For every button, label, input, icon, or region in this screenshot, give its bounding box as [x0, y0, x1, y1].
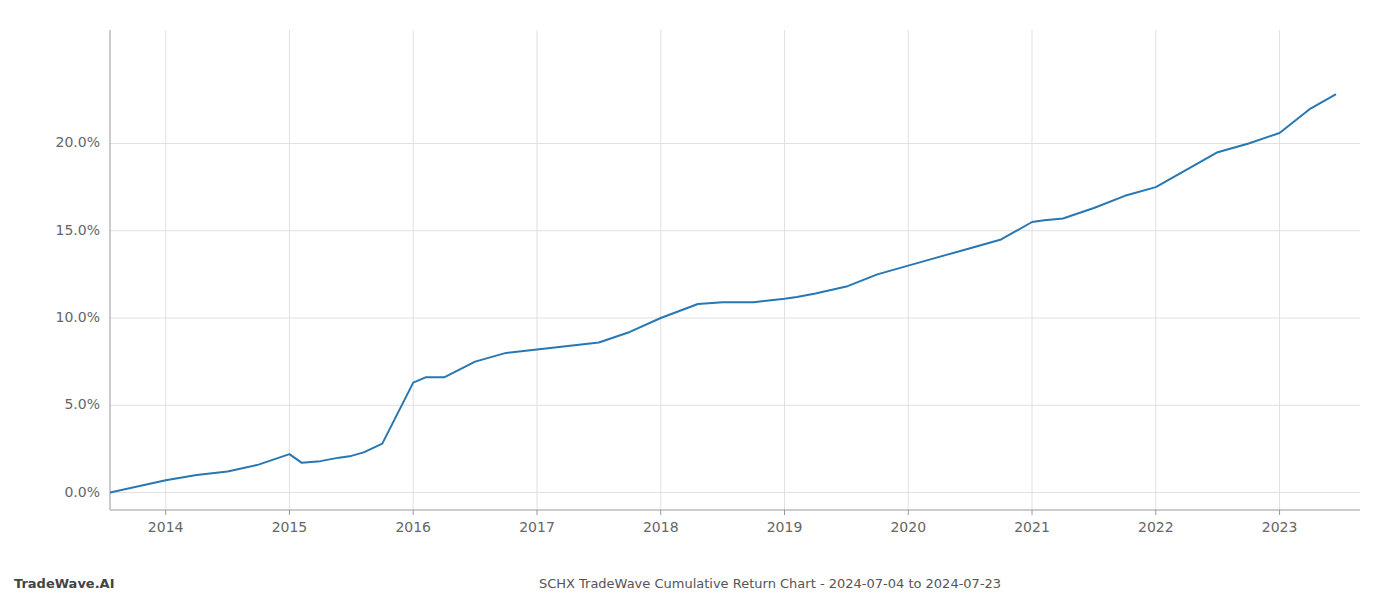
x-grid-line: [660, 30, 661, 510]
x-tick-label: 2016: [395, 519, 431, 535]
x-tick-label: 2015: [272, 519, 308, 535]
x-grid-line: [908, 30, 909, 510]
x-tick-label: 2020: [890, 519, 926, 535]
y-tick-label: 15.0%: [56, 222, 100, 238]
x-grid-line: [1279, 30, 1280, 510]
y-grid-line: [110, 230, 1360, 231]
x-tick: [1279, 510, 1280, 515]
x-tick-label: 2018: [643, 519, 679, 535]
x-tick: [413, 510, 414, 515]
x-tick: [1155, 510, 1156, 515]
y-grid-line: [110, 492, 1360, 493]
y-grid-line: [110, 318, 1360, 319]
x-tick-label: 2019: [767, 519, 803, 535]
x-tick: [289, 510, 290, 515]
x-tick: [908, 510, 909, 515]
y-grid-line: [110, 143, 1360, 144]
y-tick-label: 10.0%: [56, 309, 100, 325]
y-grid-line: [110, 405, 1360, 406]
line: [110, 95, 1335, 493]
x-tick-label: 2021: [1014, 519, 1050, 535]
chart: 0.0% 5.0% 10.0% 15.0% 20.0% 2014 2015 2016 2017 2…: [0, 0, 1400, 600]
y-tick-label: 0.0%: [64, 484, 100, 500]
y-axis-line: [110, 30, 111, 510]
y-tick-label: 5.0%: [64, 396, 100, 412]
watermark: TradeWave.AI: [14, 576, 115, 591]
y-tick-label: 20.0%: [56, 134, 100, 150]
x-grid-line: [1032, 30, 1033, 510]
grid: [110, 30, 1360, 510]
plot-area: [110, 95, 1335, 493]
x-tick: [165, 510, 166, 515]
x-tick-label: 2023: [1262, 519, 1298, 535]
x-tick-label: 2017: [519, 519, 555, 535]
x-grid-line: [784, 30, 785, 510]
x-tick: [1032, 510, 1033, 515]
x-grid-line: [1155, 30, 1156, 510]
x-grid-line: [536, 30, 537, 510]
x-tick: [660, 510, 661, 515]
x-tick-label: 2022: [1138, 519, 1174, 535]
axes: 0.0% 5.0% 10.0% 15.0% 20.0% 2014 2015 2016 2017 2…: [56, 30, 1360, 535]
x-grid-line: [289, 30, 290, 510]
x-grid-line: [413, 30, 414, 510]
x-grid-line: [165, 30, 166, 510]
title: SCHX TradeWave Cumulative Return Chart -…: [539, 576, 1001, 591]
background: [0, 0, 1400, 600]
x-tick: [784, 510, 785, 515]
x-tick-label: 2014: [148, 519, 184, 535]
x-axis-line: [110, 510, 1360, 511]
x-tick: [536, 510, 537, 515]
